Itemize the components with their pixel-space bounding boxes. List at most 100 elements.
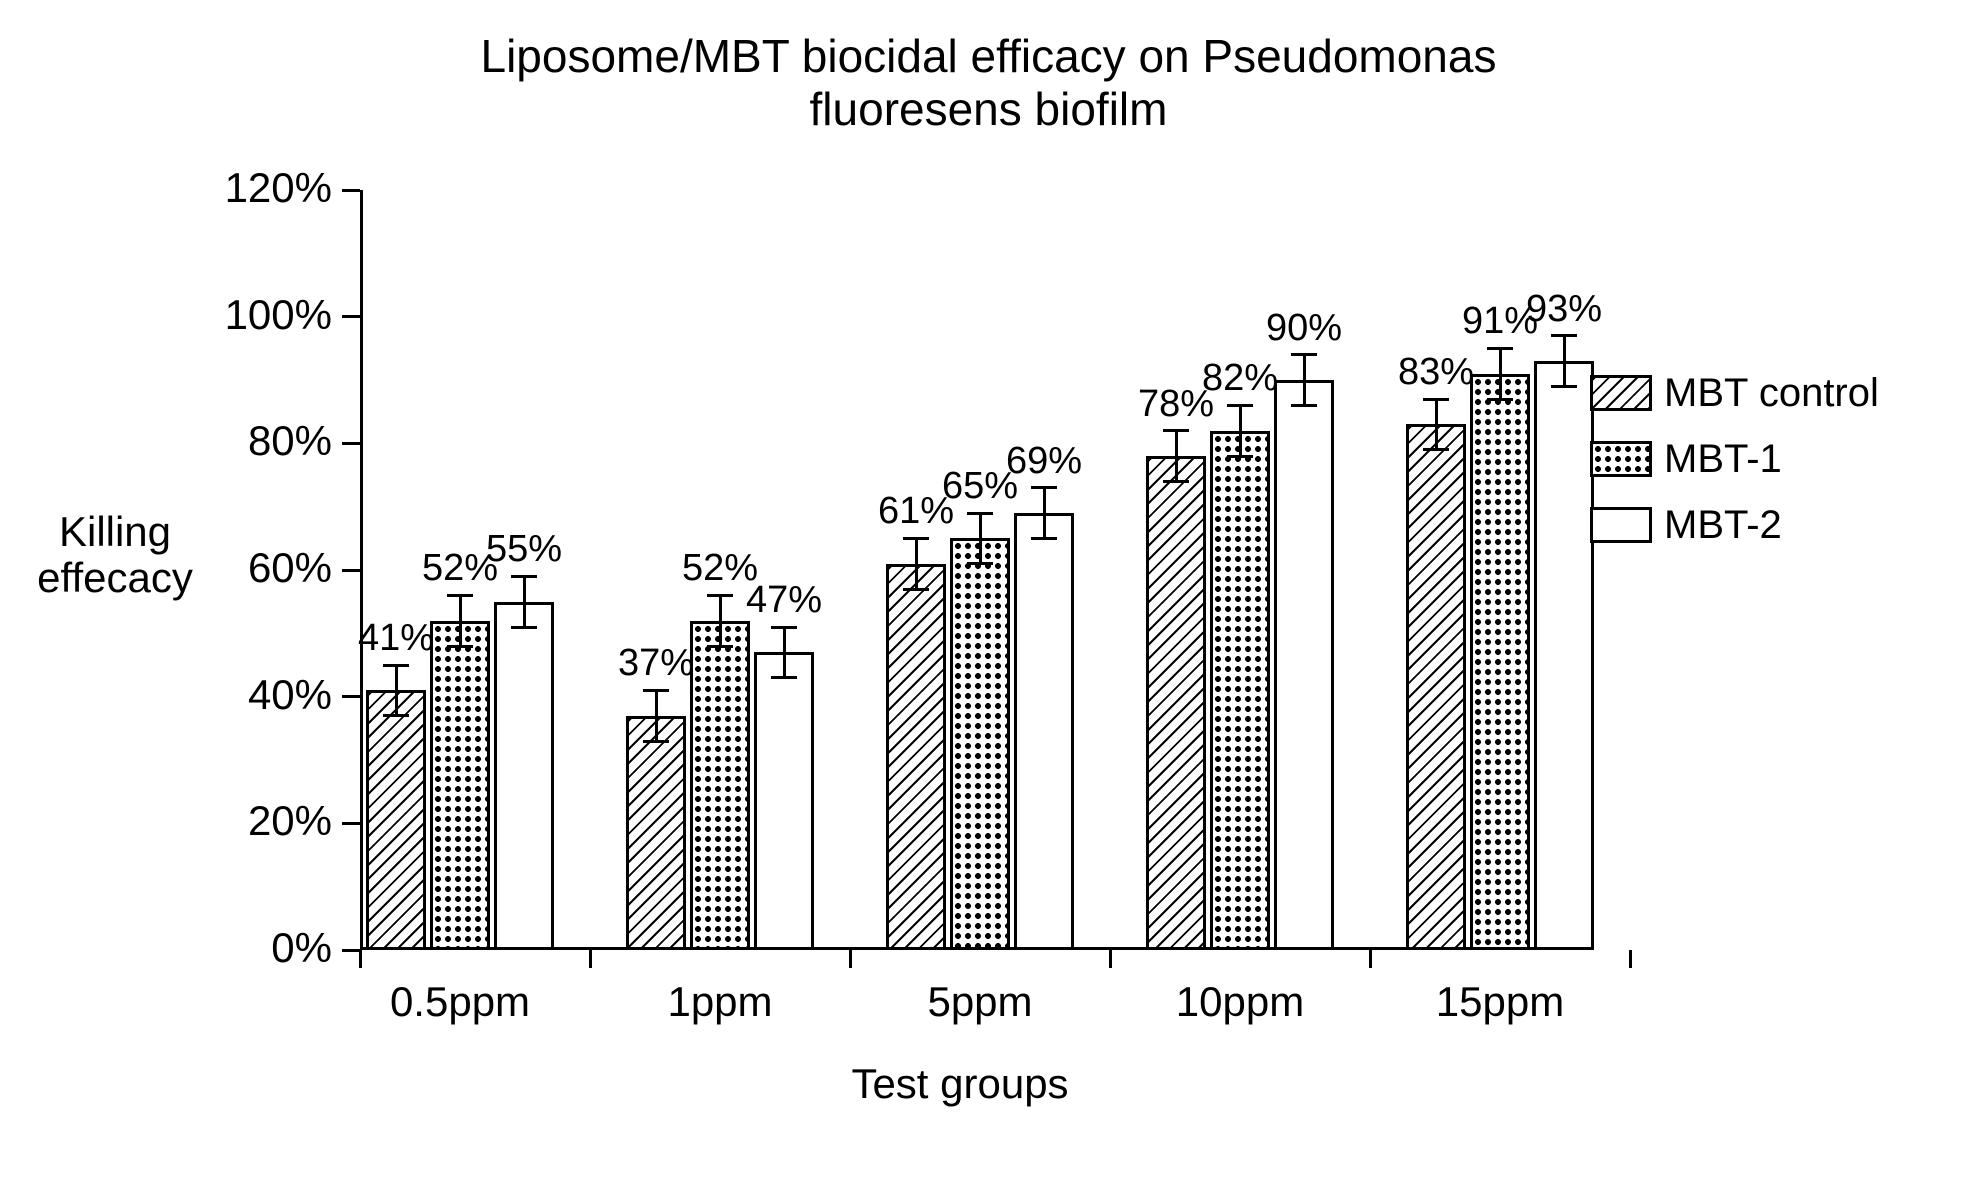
bar [1210, 431, 1270, 950]
error-bar [1175, 431, 1178, 482]
error-cap [707, 645, 733, 648]
y-tick-label: 80% [202, 417, 332, 465]
page-root: Liposome/MBT biocidal efficacy on Pseudo… [0, 0, 1977, 1199]
error-cap [771, 676, 797, 679]
x-tick-label: 0.5ppm [326, 978, 594, 1026]
error-cap [903, 588, 929, 591]
y-tick-label: 120% [202, 164, 332, 212]
bar [1146, 456, 1206, 950]
bar [494, 602, 554, 950]
y-tick [342, 315, 360, 318]
legend-item: MBT-2 [1590, 492, 1782, 558]
error-cap [1227, 455, 1253, 458]
error-cap [967, 562, 993, 565]
legend-swatch [1590, 375, 1652, 411]
bar-value-label: 69% [989, 440, 1099, 483]
error-bar [1435, 399, 1438, 450]
bar [1406, 424, 1466, 950]
error-bar [1499, 348, 1502, 399]
error-cap [643, 689, 669, 692]
error-cap [1423, 398, 1449, 401]
error-cap [643, 740, 669, 743]
x-tick-label: 10ppm [1106, 978, 1374, 1026]
error-cap [1291, 353, 1317, 356]
error-cap [511, 626, 537, 629]
bar [1014, 513, 1074, 950]
y-axis [360, 190, 363, 950]
error-bar [719, 595, 722, 646]
error-bar [655, 690, 658, 741]
error-cap [447, 645, 473, 648]
x-tick [1629, 950, 1632, 968]
bar [430, 621, 490, 950]
bar [1274, 380, 1334, 950]
bar [690, 621, 750, 950]
y-tick [342, 189, 360, 192]
error-cap [967, 512, 993, 515]
error-bar [1239, 405, 1242, 456]
error-cap [1291, 404, 1317, 407]
error-bar [979, 513, 982, 564]
legend: MBT control MBT-1 MBT-2 [1590, 360, 1950, 558]
y-tick-label: 100% [202, 291, 332, 339]
error-bar [459, 595, 462, 646]
y-tick-label: 40% [202, 671, 332, 719]
bar-value-label: 90% [1249, 307, 1359, 350]
error-bar [395, 665, 398, 716]
error-cap [1423, 448, 1449, 451]
x-tick-label: 15ppm [1366, 978, 1634, 1026]
legend-swatch [1590, 441, 1652, 477]
legend-item: MBT-1 [1590, 426, 1782, 492]
error-cap [383, 664, 409, 667]
chart-title: Liposome/MBT biocidal efficacy on Pseudo… [0, 30, 1977, 136]
legend-label: MBT-1 [1664, 437, 1782, 482]
error-cap [1487, 398, 1513, 401]
legend-label: MBT control [1664, 371, 1879, 416]
error-cap [1227, 404, 1253, 407]
plot-area: 0%20%40%60%80%100%120%0.5ppm41%52%55%1pp… [360, 190, 1560, 950]
error-cap [447, 594, 473, 597]
error-cap [1031, 537, 1057, 540]
error-cap [1031, 486, 1057, 489]
error-bar [783, 627, 786, 678]
bar-value-label: 93% [1509, 288, 1619, 331]
error-bar [915, 538, 918, 589]
bar [1534, 361, 1594, 950]
error-cap [1487, 347, 1513, 350]
error-bar [523, 576, 526, 627]
error-cap [1551, 385, 1577, 388]
legend-label: MBT-2 [1664, 503, 1782, 548]
bar-value-label: 47% [729, 579, 839, 622]
bar-value-label: 55% [469, 528, 579, 571]
bar [626, 716, 686, 950]
bar [886, 564, 946, 950]
x-axis-label: Test groups [360, 1060, 1560, 1108]
x-tick [1109, 950, 1112, 968]
y-tick [342, 949, 360, 952]
x-tick [359, 950, 362, 968]
legend-item: MBT control [1590, 360, 1879, 426]
y-axis-label: Killing effecacy [15, 509, 215, 601]
bar [366, 690, 426, 950]
bar [754, 652, 814, 950]
y-tick [342, 442, 360, 445]
error-cap [903, 537, 929, 540]
x-tick-label: 5ppm [846, 978, 1114, 1026]
error-cap [771, 626, 797, 629]
bar [950, 538, 1010, 950]
y-tick [342, 695, 360, 698]
x-tick [589, 950, 592, 968]
error-cap [1551, 334, 1577, 337]
error-bar [1563, 336, 1566, 387]
bar [1470, 374, 1530, 950]
error-cap [511, 575, 537, 578]
error-bar [1043, 488, 1046, 539]
error-bar [1303, 355, 1306, 406]
y-tick-label: 20% [202, 797, 332, 845]
y-tick-label: 60% [202, 544, 332, 592]
x-tick [1369, 950, 1372, 968]
y-tick [342, 822, 360, 825]
error-cap [1163, 429, 1189, 432]
y-tick [342, 569, 360, 572]
x-tick [849, 950, 852, 968]
